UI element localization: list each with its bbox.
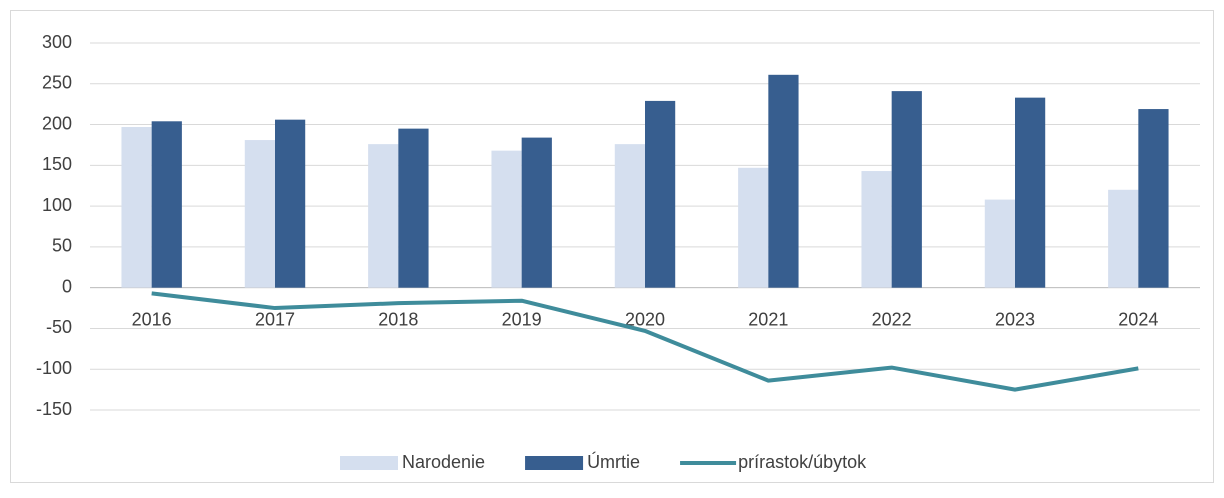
legend-swatch (525, 456, 584, 470)
x-tick-label: 2019 (502, 309, 542, 329)
bar (368, 144, 399, 288)
bar (1015, 97, 1046, 288)
bar (1108, 189, 1139, 288)
legend-label: Úmrtie (587, 451, 640, 472)
x-tick-label: 2021 (748, 309, 788, 329)
x-tick-label: 2016 (132, 309, 172, 329)
y-tick-label: -50 (46, 317, 72, 337)
y-tick-label: 100 (42, 195, 72, 215)
bar (614, 144, 645, 288)
legend-label: Narodenie (402, 452, 485, 472)
x-tick-label: 2023 (995, 309, 1035, 329)
legend-swatch (340, 456, 398, 470)
bar (1138, 109, 1169, 288)
y-tick-label: 150 (42, 154, 72, 174)
bar (891, 91, 922, 288)
y-tick-label: 50 (52, 236, 72, 256)
bar (521, 137, 552, 288)
x-tick-label: 2018 (378, 309, 418, 329)
bar (244, 140, 275, 288)
y-tick-label: 250 (42, 73, 72, 93)
bar (151, 121, 182, 288)
y-tick-label: 200 (42, 113, 72, 133)
legend-label: prírastok/úbytok (738, 452, 867, 472)
y-tick-label: -150 (36, 399, 72, 419)
bar (645, 100, 676, 288)
bar (984, 199, 1015, 288)
y-tick-label: 0 (62, 276, 72, 296)
x-tick-label: 2022 (872, 309, 912, 329)
bar (121, 127, 152, 288)
bar (275, 119, 306, 288)
bar (861, 171, 892, 288)
y-tick-label: 300 (42, 32, 72, 52)
bar (738, 167, 769, 288)
x-tick-label: 2020 (625, 309, 665, 329)
bar (491, 150, 522, 288)
bar (768, 74, 799, 288)
x-tick-label: 2024 (1118, 309, 1158, 329)
bar (398, 128, 429, 288)
y-tick-label: -100 (36, 358, 72, 378)
line (151, 291, 1139, 392)
x-tick-label: 2017 (255, 309, 295, 329)
